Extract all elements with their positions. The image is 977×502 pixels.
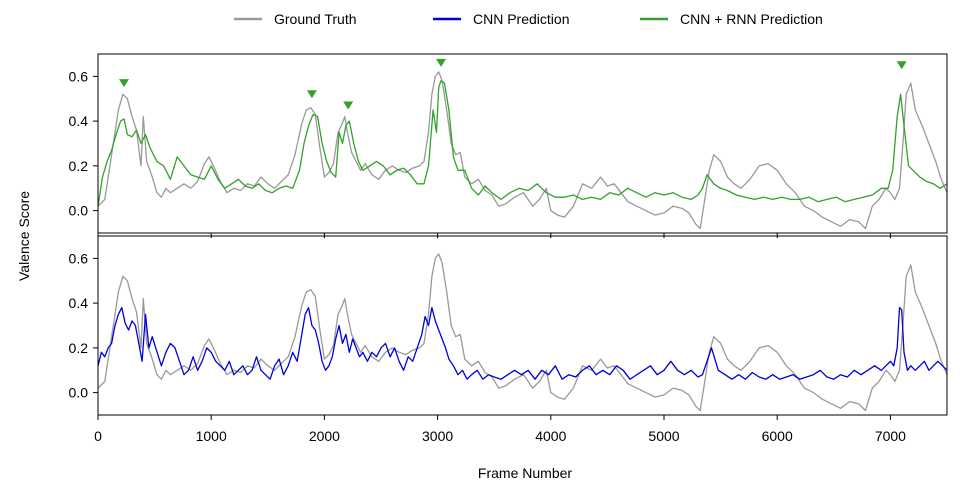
top-panel: 0.0 0.2 0.4 0.6 (69, 53, 948, 238)
peak-marker-5 (896, 61, 907, 70)
bottom-panel: 0.0 0.2 0.4 0.6 (69, 235, 948, 420)
x-tick-label: 6000 (762, 428, 793, 444)
x-tick-label: 3000 (422, 428, 453, 444)
peak-marker-3 (343, 101, 354, 110)
top-y-tick-label: 0.4 (69, 113, 89, 129)
x-tick-label: 2000 (309, 428, 340, 444)
x-tick-label: 7000 (875, 428, 906, 444)
peak-marker-4 (436, 58, 446, 67)
bottom-y-tick-label: 0.4 (69, 295, 89, 311)
bottom-panel-frame (97, 235, 948, 416)
top-series-ground-truth (98, 71, 947, 230)
x-tick-label: 1000 (196, 428, 227, 444)
top-series-cnn-rnn-prediction (98, 80, 947, 207)
peak-marker-1 (119, 79, 129, 88)
top-y-tick-label: 0.2 (69, 158, 89, 174)
bottom-series-ground-truth (98, 253, 947, 412)
y-axis-label: Valence Score (16, 191, 32, 281)
x-tick-label: 0 (94, 428, 102, 444)
peak-marker-2 (306, 90, 317, 99)
legend: Ground Truth CNN Prediction CNN + RNN Pred… (234, 11, 823, 27)
bottom-y-tick-label: 0.6 (69, 250, 89, 266)
x-tick-label: 5000 (648, 428, 679, 444)
legend-label-ground-truth: Ground Truth (274, 11, 357, 27)
top-y-tick-label: 0.0 (69, 203, 89, 219)
x-tick-label: 4000 (535, 428, 566, 444)
top-panel-frame (97, 53, 948, 234)
legend-label-cnn-prediction: CNN Prediction (473, 11, 569, 27)
bottom-y-tick-label: 0.2 (69, 340, 89, 356)
x-axis: 0 1000 2000 3000 4000 5000 6000 7000 (94, 428, 906, 444)
bottom-series-cnn-prediction (98, 306, 947, 380)
legend-label-cnn-rnn-prediction: CNN + RNN Prediction (680, 11, 823, 27)
top-y-tick-label: 0.6 (69, 68, 89, 84)
bottom-y-tick-label: 0.0 (69, 385, 89, 401)
x-axis-label: Frame Number (478, 465, 572, 481)
